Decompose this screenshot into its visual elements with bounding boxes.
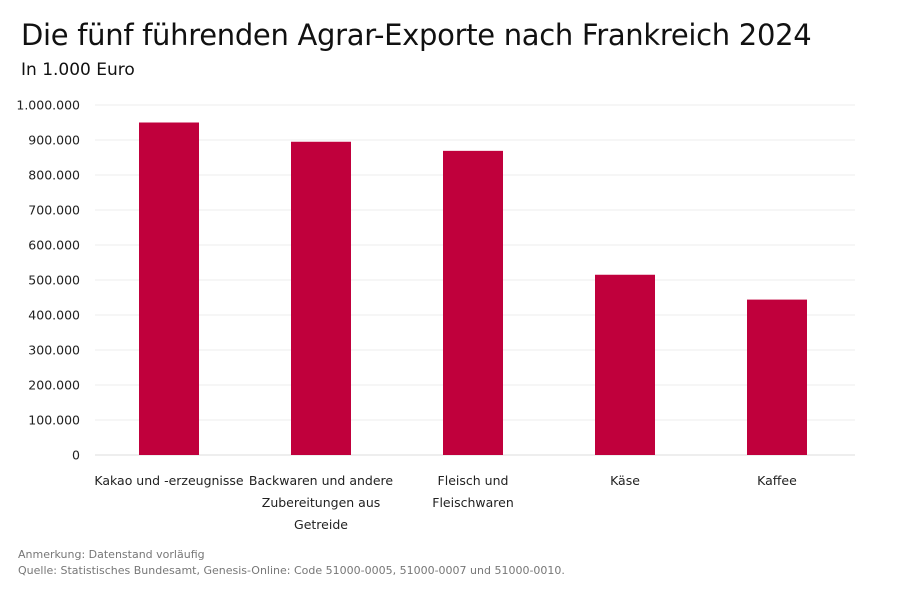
y-tick-label: 0 bbox=[72, 448, 80, 463]
x-category-label: Fleisch und bbox=[438, 473, 509, 488]
y-tick-label: 300.000 bbox=[28, 343, 80, 358]
y-tick-label: 400.000 bbox=[28, 308, 80, 323]
y-tick-label: 600.000 bbox=[28, 238, 80, 253]
y-tick-label: 900.000 bbox=[28, 133, 80, 148]
source-note: Quelle: Statistisches Bundesamt, Genesis… bbox=[18, 564, 565, 577]
x-category-label: Käse bbox=[610, 473, 640, 488]
x-category-label: Zubereitungen aus bbox=[262, 495, 381, 510]
remark-note: Anmerkung: Datenstand vorläufig bbox=[18, 548, 205, 561]
y-tick-label: 700.000 bbox=[28, 203, 80, 218]
y-tick-label: 1.000.000 bbox=[16, 98, 80, 113]
x-category-label: Fleischwaren bbox=[432, 495, 514, 510]
chart-title: Die fünf führenden Agrar-Exporte nach Fr… bbox=[21, 18, 812, 52]
x-category-label: Kaffee bbox=[757, 473, 797, 488]
x-category-label: Getreide bbox=[294, 517, 348, 532]
x-category-label: Kakao und -erzeugnisse bbox=[94, 473, 244, 488]
y-tick-label: 800.000 bbox=[28, 168, 80, 183]
x-category-label: Backwaren und andere bbox=[249, 473, 394, 488]
bar bbox=[139, 122, 199, 455]
chart-subtitle: In 1.000 Euro bbox=[21, 60, 135, 80]
bar bbox=[291, 141, 351, 455]
bar bbox=[595, 274, 655, 455]
y-tick-label: 100.000 bbox=[28, 413, 80, 428]
bar bbox=[443, 150, 503, 455]
y-tick-label: 500.000 bbox=[28, 273, 80, 288]
y-tick-label: 200.000 bbox=[28, 378, 80, 393]
bar bbox=[747, 299, 807, 455]
